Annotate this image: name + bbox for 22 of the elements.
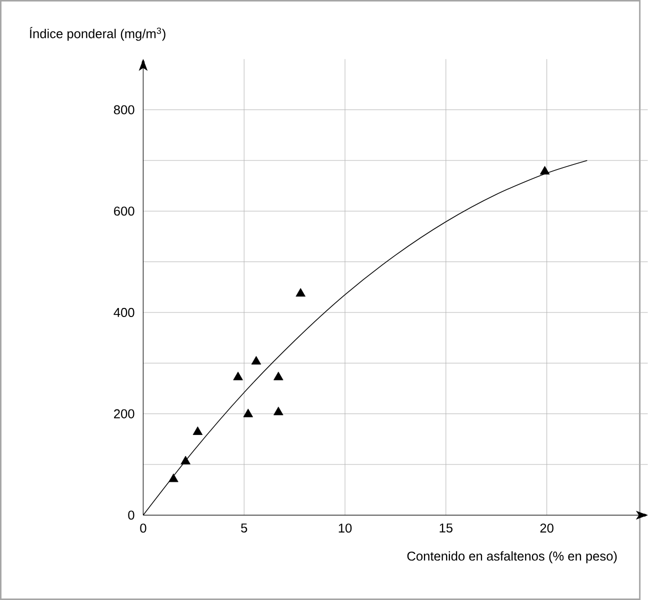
y-tick-label: 200 (114, 409, 134, 418)
x-tick-label: 20 (540, 524, 554, 533)
y-tick-label: 0 (128, 510, 134, 520)
point (296, 288, 306, 297)
point (243, 408, 254, 418)
x-axis-title: Contenido en asfaltenos (% en peso) (407, 551, 617, 564)
point (233, 372, 243, 380)
y-tick-label: 800 (114, 105, 134, 114)
point (168, 474, 178, 482)
y-axis-title: Índice ponderal (mg/m$^{3}$) (30, 27, 166, 41)
point (192, 426, 203, 435)
x-tick-label: 0 (140, 524, 146, 533)
x-tick-label: 10 (338, 524, 352, 533)
point (180, 456, 190, 464)
y-tick-label: 400 (114, 308, 134, 318)
y-tick-label: 600 (114, 206, 134, 216)
point (274, 372, 284, 380)
x-tick-label: 5 (241, 524, 248, 533)
point (251, 356, 262, 365)
point (540, 166, 550, 175)
x-tick-label: 15 (440, 524, 452, 533)
point (274, 406, 284, 416)
